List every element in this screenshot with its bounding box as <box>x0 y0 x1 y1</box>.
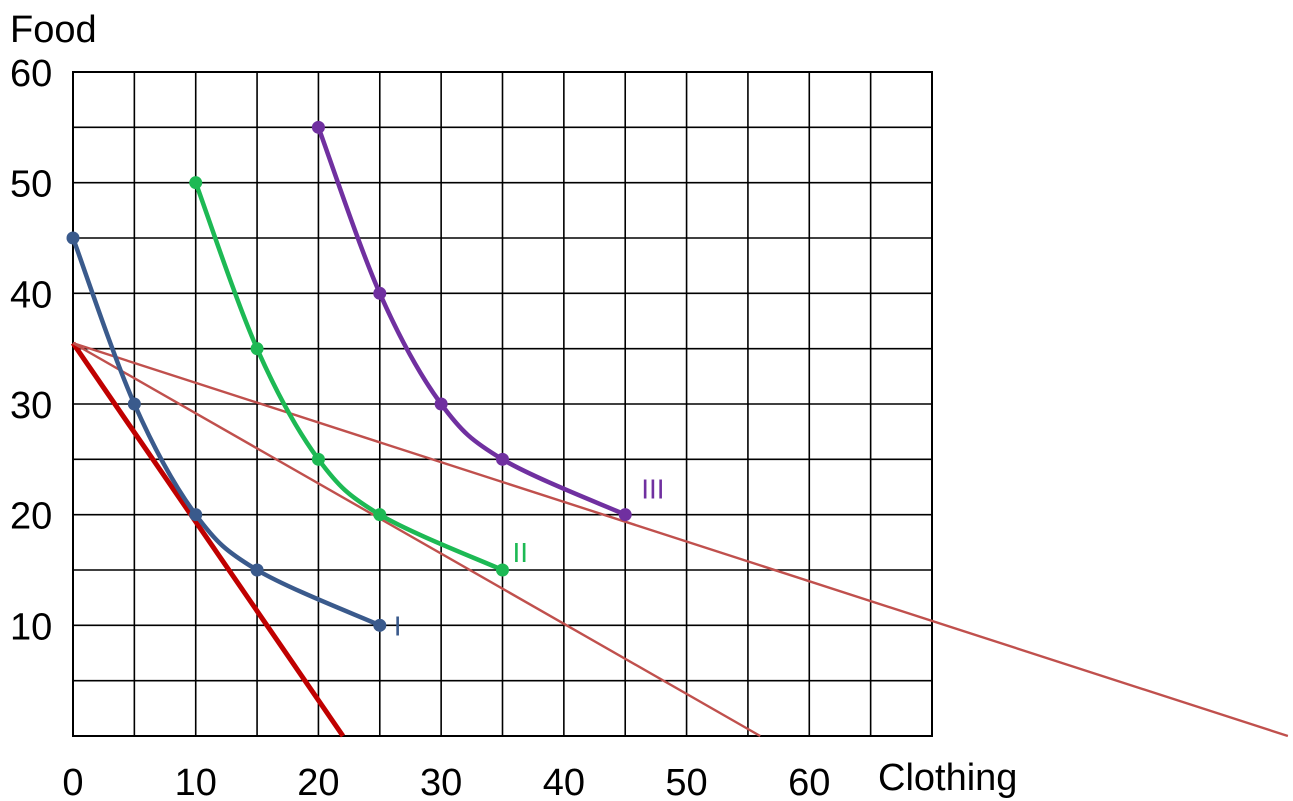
x-tick-label: 10 <box>175 762 217 801</box>
y-tick-label: 20 <box>10 496 52 538</box>
data-point <box>618 508 632 522</box>
x-tick-label: 40 <box>543 762 585 801</box>
x-tick-label: 20 <box>297 762 339 801</box>
grid <box>72 71 933 737</box>
data-point <box>373 508 387 522</box>
y-axis-label: Food <box>10 9 97 51</box>
data-point <box>311 120 325 134</box>
series-label-I: I <box>394 610 402 641</box>
x-tick-label: 60 <box>788 762 830 801</box>
series-label-II: II <box>513 537 529 568</box>
x-tick-label: 0 <box>62 762 83 801</box>
data-point <box>373 286 387 300</box>
y-tick-label: 50 <box>10 164 52 206</box>
data-point <box>127 397 141 411</box>
data-point <box>189 176 203 190</box>
budget-line-initial <box>70 341 346 738</box>
y-tick-label: 60 <box>10 53 52 95</box>
data-point <box>250 342 264 356</box>
data-point <box>496 452 509 466</box>
plot-border <box>72 71 933 737</box>
data-point <box>250 563 264 577</box>
data-point <box>189 508 203 522</box>
x-tick-labels: 0 10 20 30 40 50 60 <box>62 762 830 801</box>
budget-lines <box>70 341 1289 738</box>
x-tick-label: 50 <box>665 762 707 801</box>
data-point <box>496 563 509 577</box>
data-points <box>66 120 632 632</box>
x-tick-label: 30 <box>420 762 462 801</box>
y-tick-label: 30 <box>10 385 52 427</box>
indifference-curve-I <box>70 235 383 628</box>
budget-line-rotated <box>72 341 1289 738</box>
y-tick-label: 10 <box>10 606 52 648</box>
y-tick-labels: 10 20 30 40 50 60 <box>10 53 52 648</box>
plot-frame <box>72 71 933 737</box>
data-point <box>311 452 325 466</box>
x-axis-label: Clothing <box>878 757 1017 799</box>
budget-line-rotated <box>72 342 761 738</box>
y-tick-label: 40 <box>10 274 52 316</box>
indifference-curve-II <box>193 180 505 573</box>
data-point <box>66 231 80 245</box>
indifference-curve-III <box>316 125 628 517</box>
data-point <box>434 397 448 411</box>
indifference-curves <box>70 125 628 628</box>
series-label-III: III <box>641 474 664 505</box>
data-point <box>373 618 387 632</box>
